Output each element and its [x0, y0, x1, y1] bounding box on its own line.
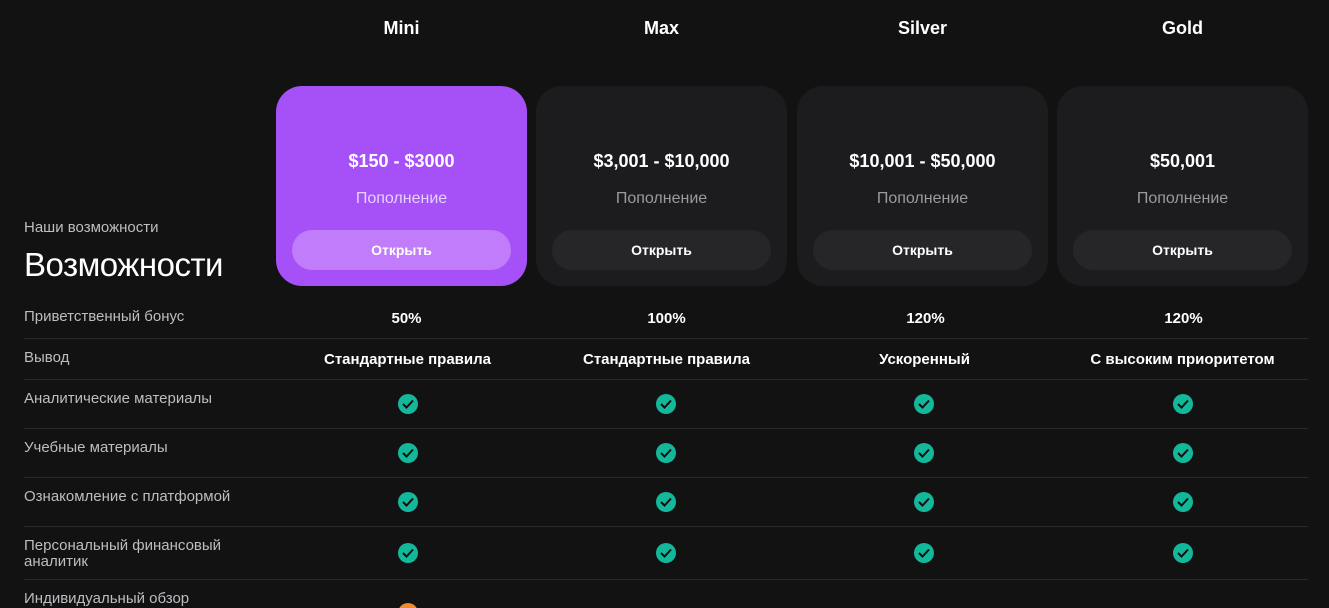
feature-row-welcome-bonus: Приветственный бонус 50% 100% 120% 120% [24, 302, 1308, 339]
feature-value: 120% [1164, 310, 1203, 327]
plan-card-max: Max $3,001 - $10,000 Пополнение Открыть [536, 18, 787, 286]
feature-label: Персональный финансовый аналитик [24, 537, 222, 570]
check-circle-icon [1173, 443, 1193, 463]
plan-name: Gold [1162, 18, 1203, 38]
feature-value: С высоким приоритетом [1090, 351, 1275, 368]
check-circle-icon [656, 492, 676, 512]
check-circle-icon [914, 492, 934, 512]
orange-status-icon [398, 603, 418, 608]
plan-price: $150 - $3000 [348, 151, 455, 171]
check-circle-icon [914, 443, 934, 463]
plan-caption: Пополнение [1136, 190, 1229, 207]
open-gold-button[interactable]: Открыть [1073, 230, 1292, 270]
plan-card-gold: Gold $50,001 Пополнение Открыть [1057, 18, 1308, 286]
open-max-button[interactable]: Открыть [552, 230, 771, 270]
plan-price: $3,001 - $10,000 [593, 151, 730, 171]
check-circle-icon [398, 443, 418, 463]
feature-label: Вывод [24, 349, 70, 366]
check-circle-icon [398, 543, 418, 563]
check-circle-icon [656, 443, 676, 463]
open-silver-button[interactable]: Открыть [813, 230, 1032, 270]
feature-value: 120% [906, 310, 945, 327]
feature-value: Стандартные правила [582, 351, 750, 368]
feature-label: Приветственный бонус [24, 308, 185, 325]
plan-name: Mini [383, 18, 420, 38]
feature-row-withdrawal: Вывод Стандартные правила Стандартные пр… [24, 343, 1308, 380]
plan-card-silver: Silver $10,001 - $50,000 Пополнение Откр… [797, 18, 1048, 286]
section-subtitle: Наши возможности [24, 219, 159, 236]
check-circle-icon [914, 543, 934, 563]
check-circle-icon [398, 394, 418, 414]
plan-name: Silver [897, 18, 948, 38]
check-circle-icon [656, 394, 676, 414]
feature-row-individual-review: Индивидуальный обзор [24, 584, 1308, 608]
plan-price: $50,001 [1149, 151, 1216, 171]
plan-caption: Пополнение [876, 190, 969, 207]
feature-value: 50% [391, 310, 422, 327]
plan-caption: Пополнение [615, 190, 708, 207]
feature-row-education: Учебные материалы [24, 433, 1308, 478]
feature-label: Учебные материалы [24, 439, 168, 456]
plan-name: Max [643, 18, 679, 38]
open-mini-button[interactable]: Открыть [292, 230, 511, 270]
feature-row-analytics: Аналитические материалы [24, 384, 1308, 429]
check-circle-icon [1173, 492, 1193, 512]
feature-label: Ознакомление с платформой [24, 488, 231, 505]
feature-value: Стандартные правила [323, 351, 491, 368]
check-circle-icon [398, 492, 418, 512]
check-circle-icon [914, 394, 934, 414]
section-title: Возможности [24, 246, 224, 283]
plan-card-mini: Mini $150 - $3000 Пополнение Открыть [276, 18, 527, 286]
feature-row-platform-intro: Ознакомление с платформой [24, 482, 1308, 527]
plan-price: $10,001 - $50,000 [849, 151, 996, 171]
check-circle-icon [656, 543, 676, 563]
feature-label: Аналитические материалы [24, 390, 213, 407]
feature-label: Индивидуальный обзор [24, 590, 190, 607]
plan-caption: Пополнение [355, 190, 448, 207]
feature-value: 100% [647, 310, 686, 327]
check-circle-icon [1173, 543, 1193, 563]
feature-row-personal-analyst: Персональный финансовый аналитик [24, 531, 1308, 580]
check-circle-icon [1173, 394, 1193, 414]
feature-value: Ускоренный [879, 351, 970, 368]
